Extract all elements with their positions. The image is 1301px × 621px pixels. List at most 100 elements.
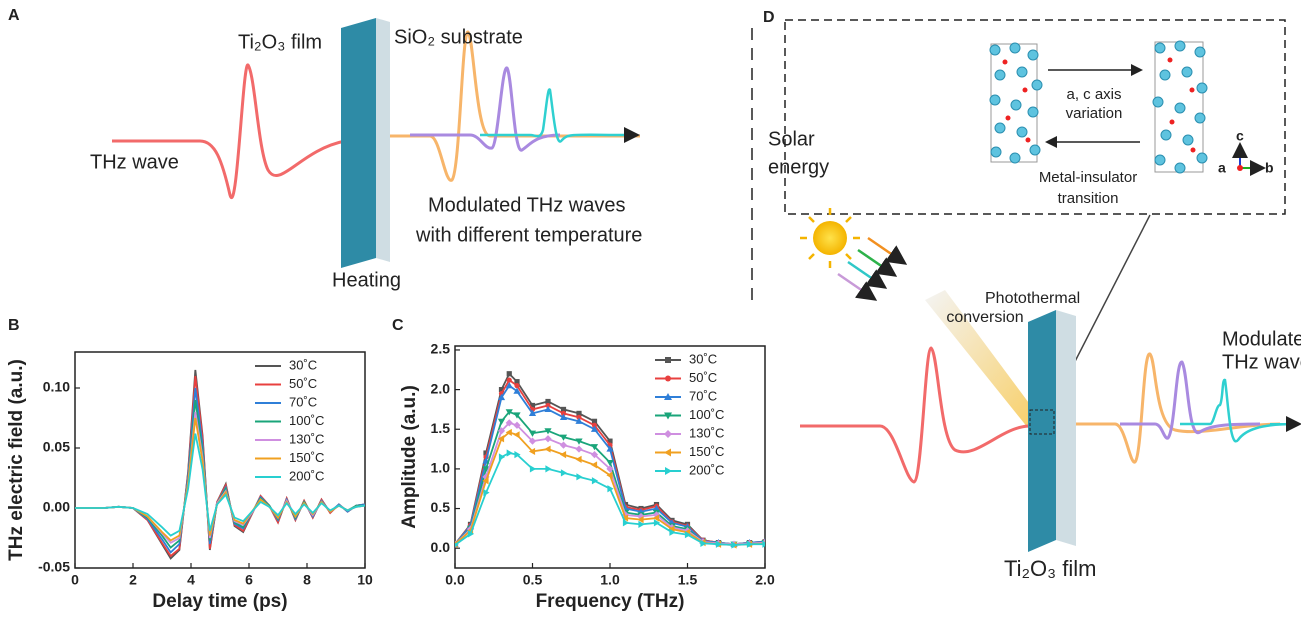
plot-area: [75, 369, 365, 560]
marker: [559, 434, 568, 441]
marker: [684, 531, 692, 539]
marker: [498, 387, 505, 393]
x-tick-label: 6: [245, 572, 253, 588]
marker: [622, 519, 630, 527]
legend-label: 130˚C: [689, 425, 724, 440]
thz-wave-out: [410, 66, 561, 152]
marker: [514, 451, 521, 459]
film: [341, 18, 376, 268]
x-tick-label: 1.0: [600, 572, 620, 588]
x-tick-label: 4: [187, 572, 195, 588]
thz-wave-out: [1120, 360, 1261, 440]
x-axis-title: Frequency (THz): [536, 591, 685, 612]
panel-label: B: [8, 317, 20, 334]
legend-label: 100˚C: [689, 407, 724, 422]
x-tick-label: 0.0: [445, 572, 465, 588]
marker: [506, 377, 512, 383]
legend-marker: [665, 467, 672, 475]
marker: [498, 453, 506, 461]
x-tick-label: 2.0: [755, 572, 775, 588]
x-tick-label: 10: [357, 572, 373, 588]
sun: [800, 208, 860, 268]
crystal: [989, 40, 1208, 174]
y-tick-label: 0.00: [43, 499, 70, 515]
marker: [590, 461, 598, 469]
label: Modulated: [1222, 328, 1301, 350]
y-tick-label: 0.0: [431, 539, 451, 555]
panel-label: D: [763, 9, 775, 26]
label: c: [1236, 128, 1244, 144]
marker: [715, 540, 723, 548]
legend-marker: [664, 430, 672, 438]
marker: [506, 449, 513, 457]
marker: [544, 405, 552, 413]
legend-label: 150˚C: [689, 444, 724, 459]
label: THz wave: [90, 151, 179, 173]
marker: [513, 412, 521, 419]
thz-wave-in: [800, 346, 1029, 484]
marker: [513, 421, 521, 429]
label: Metal-insulator: [1039, 169, 1137, 186]
marker: [560, 410, 567, 416]
x-tick-label: 0.5: [523, 572, 543, 588]
marker: [606, 465, 614, 473]
label: Ti₂O₃ film: [1004, 556, 1096, 581]
label: a: [1218, 160, 1226, 176]
label: b: [1265, 160, 1274, 176]
marker: [483, 489, 490, 497]
x-tick-label: 0: [71, 572, 79, 588]
series-line: [455, 452, 765, 546]
label: Photothermal: [985, 290, 1080, 307]
axis-origin: [1237, 165, 1243, 171]
legend-marker: [665, 375, 671, 382]
marker: [514, 383, 520, 389]
marker: [467, 530, 475, 538]
legend-marker: [664, 448, 671, 457]
thz-wave-in: [112, 63, 346, 200]
marker: [514, 379, 520, 385]
marker: [497, 418, 506, 425]
marker: [544, 435, 552, 443]
marker: [560, 469, 568, 477]
legend-label: 200˚C: [289, 468, 324, 483]
series-line: [75, 375, 365, 558]
marker: [576, 414, 582, 420]
label: Modulated THz waves: [428, 194, 626, 216]
substrate: [1056, 310, 1076, 546]
label: Solar: [768, 128, 815, 150]
legend-label: 30˚C: [289, 357, 317, 372]
label: variation: [1066, 105, 1123, 122]
marker: [545, 465, 552, 473]
marker: [545, 398, 551, 405]
label: conversion: [946, 309, 1023, 326]
legend-label: 50˚C: [689, 370, 717, 385]
marker: [529, 402, 536, 409]
film: [1028, 310, 1056, 552]
marker: [576, 410, 582, 416]
marker: [576, 473, 583, 481]
y-tick-label: 1.5: [431, 420, 451, 436]
marker: [483, 450, 489, 456]
y-tick-label: 2.0: [431, 380, 451, 396]
marker: [482, 466, 490, 473]
zoom-box: [1029, 409, 1055, 435]
label: with different temperature: [415, 224, 642, 246]
marker: [590, 425, 599, 432]
marker: [638, 520, 645, 528]
marker: [559, 413, 568, 420]
marker: [669, 528, 676, 536]
x-axis-title: Delay time (ps): [152, 591, 287, 612]
marker: [607, 485, 614, 493]
y-tick-label: 0.05: [43, 439, 70, 455]
marker: [731, 541, 738, 549]
marker: [482, 477, 489, 485]
plot-area: [455, 371, 765, 549]
marker: [528, 430, 537, 437]
y-tick-label: 0.5: [431, 499, 451, 515]
legend-marker: [664, 393, 672, 400]
marker: [506, 371, 512, 377]
marker: [528, 437, 537, 445]
thz-wave-out: [480, 88, 631, 143]
marker: [497, 427, 506, 435]
